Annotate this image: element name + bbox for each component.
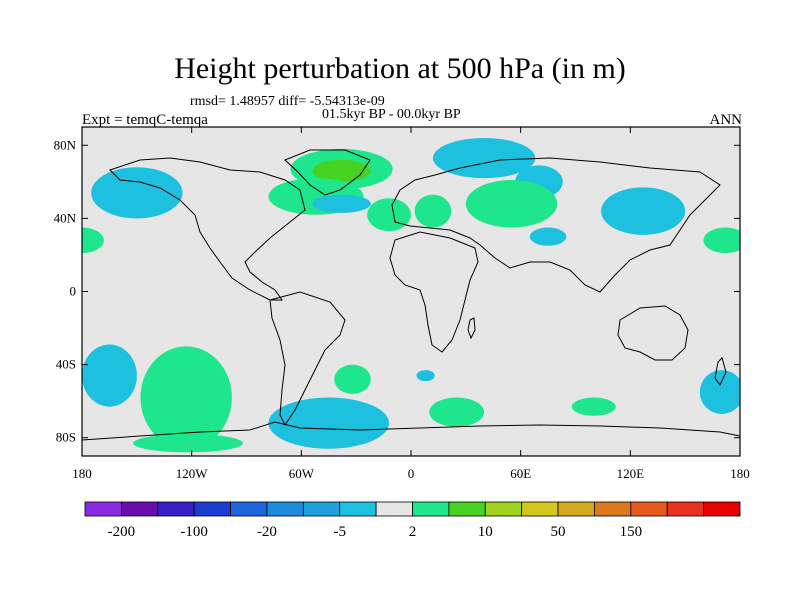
negative-anomaly-region [91,167,183,219]
colorbar-swatch [484,501,523,517]
negative-anomaly-region [268,397,390,449]
colorbar-swatch [521,501,559,517]
colorbar-swatch [302,501,341,517]
south-america-coast [269,291,346,426]
eurasia-coast [391,157,721,293]
y-tick-label: 0 [70,284,77,299]
colorbar-swatch [630,501,668,517]
season-label: ANN [709,112,743,128]
x-tick-label: 180 [72,466,92,481]
negative-anomaly-region [82,344,137,407]
colorbar-swatch [375,501,413,517]
y-tick-label: 40S [56,357,76,372]
greenland-coast [284,149,371,196]
y-tick-label: 80N [54,137,77,152]
negative-anomaly-region [312,194,371,213]
colorbar-swatch [703,501,741,517]
positive-anomaly-region [133,434,243,453]
map-frame [81,126,741,457]
colorbar-swatch [339,501,377,517]
axis-ticks: 80N 40N 0 40S 80S 180 120W 60W 0 60E 120E 180 [54,127,750,481]
period-subtitle: 01.5kyr BP - 00.0kyr BP [322,107,461,122]
plot-title: Height perturbation at 500 hPa (in m) [174,52,626,85]
new-zealand-coast [714,357,727,386]
negative-anomaly-region [432,137,536,179]
north-america-coast [109,157,306,301]
negative-anomaly-region [529,227,567,246]
colorbar-swatch [412,501,450,517]
colorbar-swatch [594,501,632,517]
positive-anomaly-region [429,397,485,427]
y-tick-label: 40N [54,210,77,225]
colorbar-swatch [666,501,705,517]
positive-anomaly-region [465,180,558,228]
x-tick-label: 60E [510,466,531,481]
colorbar-swatch [193,501,231,517]
positive-anomaly-region [414,194,452,228]
x-tick-label: 120E [617,466,645,481]
colorbar: -200 -100 -20 -5 2 10 50 150 [84,501,741,540]
stats-subtitle: rmsd= 1.48957 diff= -5.54313e-09 [190,94,385,109]
negative-anomaly-region [601,187,686,235]
colorbar-label: 10 [478,524,493,540]
colorbar-swatch [448,501,486,517]
positive-anomaly-region [367,198,412,232]
positive-anomaly-region [571,397,616,416]
colorbar-swatch [230,501,268,517]
antarctica-coast [82,421,740,441]
positive-anomaly-region [82,227,104,254]
x-tick-label: 180 [730,466,750,481]
madagascar-coast [467,317,476,340]
x-tick-label: 120W [176,466,209,481]
colorbar-swatch [84,501,122,517]
x-tick-label: 60W [289,466,315,481]
colorbar-label: -100 [180,524,208,540]
colorbar-label: 50 [551,524,566,540]
colorbar-swatch [120,501,159,517]
positive-anomaly-region [312,159,371,182]
colorbar-label: -5 [333,524,346,540]
experiment-label: Expt = temqC-temqa [82,112,208,128]
colorbar-label: -20 [257,524,277,540]
positive-anomaly-region [703,227,740,254]
negative-anomaly-region [416,370,435,382]
x-tick-label: 0 [408,466,415,481]
africa-coast [389,231,479,353]
colorbar-label: 2 [409,524,417,540]
australia-coast [617,305,689,361]
colorbar-swatch [266,501,304,517]
coastlines [82,149,740,441]
colorbar-swatch [557,501,595,517]
colorbar-label: -200 [108,524,136,540]
colorbar-label: 150 [620,524,643,540]
colorbar-swatch [157,501,195,517]
positive-anomaly-region [140,346,232,449]
positive-anomaly-region [334,364,371,394]
negative-anomaly-region [699,370,740,414]
y-tick-label: 80S [56,430,76,445]
